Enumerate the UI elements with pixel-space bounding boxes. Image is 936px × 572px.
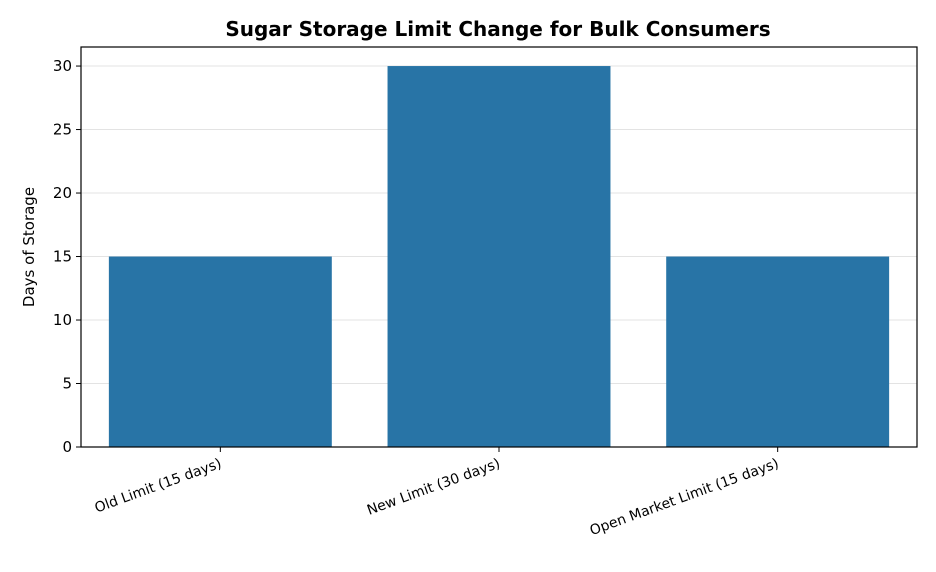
chart-title: Sugar Storage Limit Change for Bulk Cons… — [225, 17, 770, 41]
x-tick-label: New Limit (30 days) — [365, 456, 502, 519]
y-tick-label: 30 — [53, 57, 72, 75]
y-axis-ticks: 0 5 10 15 20 25 30 — [53, 57, 81, 456]
bars — [108, 66, 890, 448]
y-tick-label: 20 — [53, 184, 72, 202]
y-tick-label: 10 — [53, 311, 72, 329]
y-tick-label: 5 — [62, 375, 72, 393]
x-tick-label: Old Limit (15 days) — [93, 456, 224, 517]
x-axis-ticks: Old Limit (15 days) New Limit (30 days) Op… — [93, 447, 781, 539]
bar — [666, 256, 890, 447]
y-tick-label: 0 — [62, 438, 72, 456]
y-tick-label: 15 — [53, 248, 72, 266]
y-axis-title: Days of Storage — [20, 187, 38, 307]
y-tick-label: 25 — [53, 121, 72, 139]
x-tick-label: Open Market Limit (15 days) — [588, 456, 781, 539]
bar — [387, 66, 611, 448]
bar — [108, 256, 332, 447]
